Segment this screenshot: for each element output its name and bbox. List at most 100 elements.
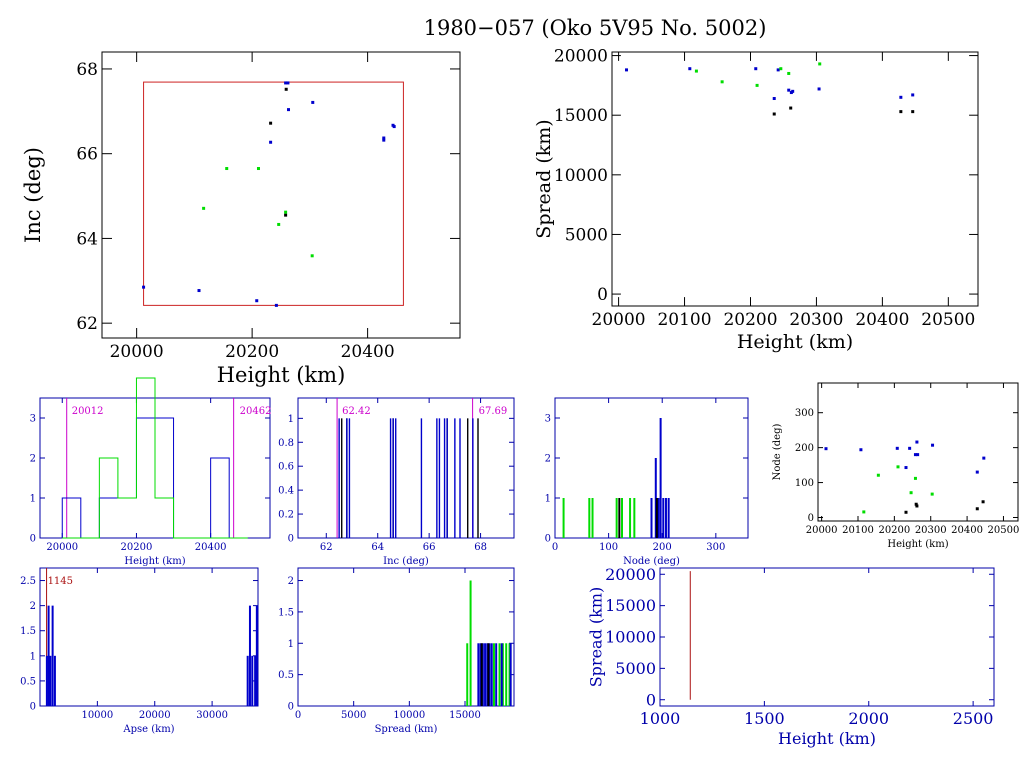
data-point <box>197 289 201 293</box>
y-tick-label: 0.6 <box>278 462 294 473</box>
data-point <box>225 167 229 171</box>
data-point <box>310 254 314 258</box>
apse-histogram: 10000 20000 30000 0 0.5 1 1.5 2 2.5 Apse (km) 1145 <box>20 567 259 735</box>
data-point <box>911 110 915 114</box>
data-point <box>287 108 291 112</box>
node-vs-height: 20000 20100 20200 20300 20400 20500 0 100 200 300… <box>772 382 1019 550</box>
x-tick-label: 20400 <box>195 542 227 553</box>
y-tick-label: 0 <box>646 690 656 709</box>
x-tick-label: 2000 <box>848 709 889 728</box>
x-tick-label: 66 <box>423 542 436 553</box>
y-tick-label: 0 <box>288 534 294 545</box>
range-marker-label: 1145 <box>48 576 73 587</box>
data-point <box>720 80 724 84</box>
x-tick-label: 30000 <box>196 710 228 721</box>
y-tick-label: 3 <box>30 414 36 425</box>
x-axis-label: Height (km) <box>737 331 853 353</box>
x-axis-label: Inc (deg) <box>383 556 429 567</box>
data-point <box>202 206 206 210</box>
range-box <box>143 81 404 306</box>
y-tick-label: 5000 <box>615 659 656 678</box>
y-tick-label: 0.5 <box>20 676 36 687</box>
y-tick-label: 300 <box>795 408 814 419</box>
data-point <box>274 303 278 307</box>
data-point <box>859 448 863 452</box>
x-tick-label: 10000 <box>393 710 425 721</box>
data-point <box>904 510 908 514</box>
data-point <box>975 470 979 474</box>
x-tick-label: 20500 <box>921 310 975 330</box>
x-tick-label: 1500 <box>744 709 785 728</box>
inc-histogram: 62 64 66 68 0 0.2 0.4 0.6 0.8 1 Inc (deg) 62.42 67.6… <box>278 397 515 567</box>
data-point <box>382 136 386 140</box>
data-point <box>916 453 920 457</box>
x-tick-label: 1000 <box>640 709 681 728</box>
y-tick-label: 1 <box>288 639 294 650</box>
data-point <box>895 446 899 450</box>
y-tick-label: 66 <box>76 145 98 165</box>
plot-frame <box>817 382 1019 522</box>
x-tick-label: 20200 <box>723 310 777 330</box>
y-tick-label: 15000 <box>554 106 608 126</box>
data-point <box>975 507 979 511</box>
data-point <box>142 285 146 289</box>
y-tick-label: 1 <box>30 651 36 662</box>
y-tick-label: 2 <box>288 576 294 587</box>
data-point <box>911 93 915 97</box>
x-tick-label: 20000 <box>806 525 838 536</box>
data-point <box>284 87 288 91</box>
y-tick-label: 15000 <box>605 596 656 615</box>
plot-frame <box>101 51 461 339</box>
data-point <box>862 510 866 514</box>
y-tick-label: 3 <box>545 414 551 425</box>
data-point <box>772 97 776 101</box>
y-tick-label: 10000 <box>554 166 608 186</box>
plot-frame <box>659 567 995 707</box>
data-point <box>915 504 919 508</box>
x-axis-label: Height (km) <box>217 363 346 387</box>
data-point <box>255 299 259 303</box>
y-tick-label: 0.5 <box>278 670 294 681</box>
x-tick-label: 20200 <box>121 542 153 553</box>
x-tick-label: 20400 <box>341 342 395 362</box>
range-marker-label: 67.69 <box>479 406 508 417</box>
y-tick-label: 5000 <box>565 225 608 245</box>
data-point <box>982 456 986 460</box>
y-axis-label: Node (deg) <box>772 424 783 481</box>
x-tick-label: 200 <box>653 542 672 553</box>
x-tick-label: 20400 <box>855 310 909 330</box>
data-point <box>772 112 776 116</box>
y-tick-label: 62 <box>76 314 98 334</box>
y-tick-label: 2 <box>545 454 551 465</box>
y-tick-label: 10000 <box>605 628 656 647</box>
page-title: 1980−057 (Oko 5V95 No. 5002) <box>423 16 767 40</box>
y-tick-label: 0 <box>30 534 36 545</box>
x-tick-label: 20300 <box>789 310 843 330</box>
x-tick-label: 20200 <box>225 342 279 362</box>
x-tick-label: 20000 <box>46 542 78 553</box>
data-point <box>284 213 288 217</box>
y-tick-label: 100 <box>795 478 814 489</box>
y-axis-label: Spread (km) <box>533 119 555 238</box>
y-tick-label: 0 <box>808 513 814 524</box>
data-point <box>818 62 822 66</box>
spread-histogram: 0 5000 10000 15000 0 0.5 1 1.5 2 Spread (km) <box>278 567 515 735</box>
data-point <box>789 106 793 110</box>
plot-frame <box>297 567 515 707</box>
data-point <box>382 138 386 142</box>
x-axis-label: Node (deg) <box>623 556 680 567</box>
x-tick-label: 0 <box>295 710 301 721</box>
range-marker-label: 62.42 <box>342 406 371 417</box>
y-tick-label: 1 <box>545 494 551 505</box>
x-axis-label: Spread (km) <box>375 724 438 735</box>
x-tick-label: 15000 <box>449 710 481 721</box>
data-point <box>754 67 758 71</box>
y-tick-label: 64 <box>76 229 98 249</box>
data-point <box>787 71 791 75</box>
plot-frame <box>297 397 515 539</box>
data-point <box>284 81 288 85</box>
height-histogram: 20000 20200 20400 0 1 2 3 Height (km) 20012 20462 <box>30 377 271 567</box>
data-point <box>915 440 919 444</box>
x-tick-label: 2500 <box>953 709 994 728</box>
y-tick-label: 2 <box>30 454 36 465</box>
